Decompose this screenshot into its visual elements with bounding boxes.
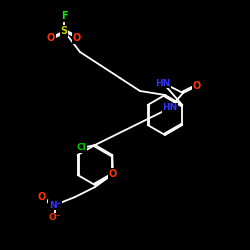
Text: O: O xyxy=(47,33,55,43)
Text: HN: HN xyxy=(156,78,170,88)
Text: O: O xyxy=(193,81,201,91)
Text: S: S xyxy=(60,26,68,36)
Text: O⁻: O⁻ xyxy=(49,214,61,222)
Text: O: O xyxy=(73,33,81,43)
Text: O: O xyxy=(38,192,46,202)
Text: Cl: Cl xyxy=(76,144,86,152)
Text: F: F xyxy=(61,11,67,21)
Text: O: O xyxy=(109,169,117,179)
Text: HN: HN xyxy=(162,104,178,112)
Text: N⁺: N⁺ xyxy=(49,200,61,209)
